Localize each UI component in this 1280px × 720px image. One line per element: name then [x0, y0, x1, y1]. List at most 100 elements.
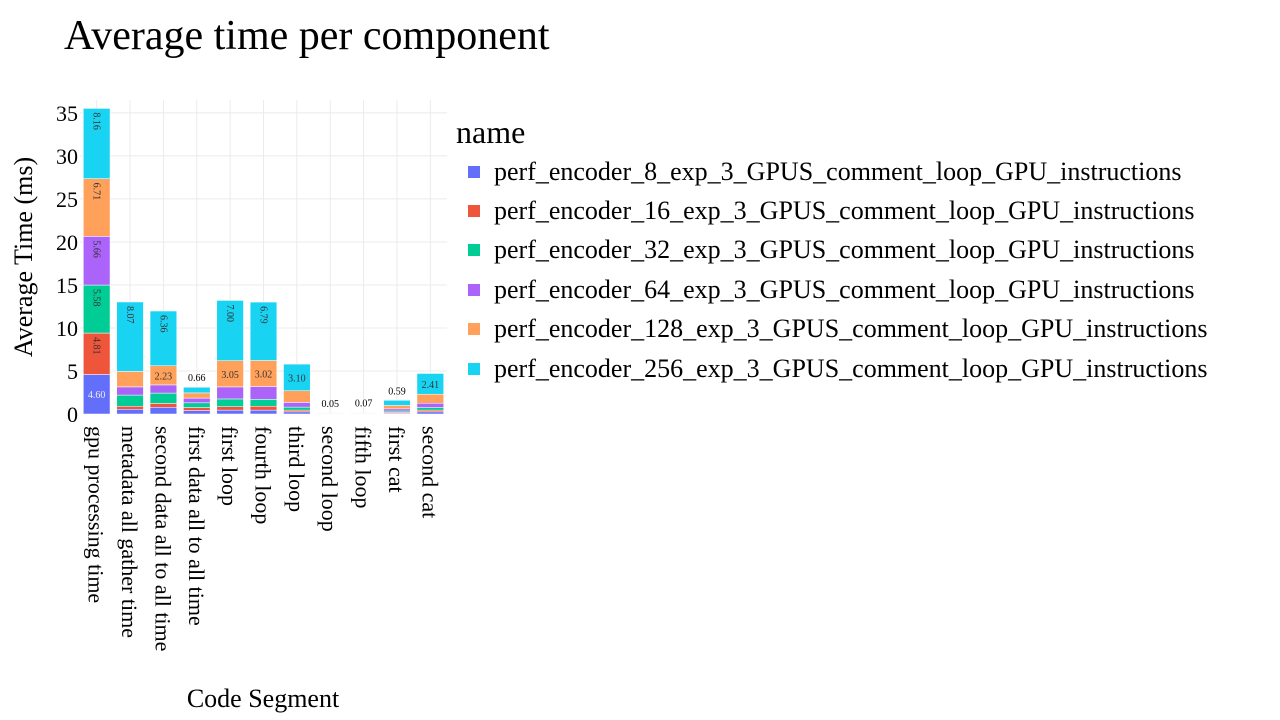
bar-segment[interactable] [283, 402, 311, 408]
bar-segment[interactable] [216, 300, 244, 361]
bar-value-label: 6.79 [258, 306, 269, 324]
bar-segment[interactable] [83, 108, 111, 179]
bar-segment[interactable] [383, 400, 411, 406]
bar-segment[interactable] [149, 403, 178, 408]
bar-value-label: 5.66 [91, 240, 102, 258]
bar-segment[interactable] [83, 178, 111, 237]
bar-value-label: 3.10 [288, 373, 306, 384]
x-tick-label: gpu processing time [84, 426, 109, 603]
bar-segment[interactable] [183, 407, 211, 411]
bar-value-label: 4.60 [88, 390, 106, 401]
legend-item[interactable]: perf_encoder_64_exp_3_GPUS_comment_loop_… [468, 270, 1207, 309]
bar-value-label: 8.16 [91, 112, 102, 130]
legend-swatch [468, 244, 480, 257]
bar-segment[interactable] [183, 392, 211, 399]
x-tick-label: second loop [317, 426, 342, 532]
bar-segment[interactable] [416, 402, 444, 408]
bar-segment[interactable] [116, 301, 144, 372]
bar-segment[interactable] [249, 406, 278, 411]
x-tick-label: first loop [217, 426, 242, 506]
legend-item[interactable]: perf_encoder_128_exp_3_GPUS_comment_loop… [468, 310, 1207, 349]
bar-segment[interactable] [116, 371, 144, 388]
bar-segment[interactable] [249, 386, 278, 400]
bar-segment[interactable] [283, 406, 311, 411]
legend-label: perf_encoder_8_exp_3_GPUS_comment_loop_G… [494, 156, 1182, 186]
bar-segment[interactable] [283, 390, 311, 403]
bar-value-label: 5.58 [91, 289, 102, 307]
bar-segment[interactable] [416, 373, 444, 395]
legend-item[interactable]: perf_encoder_16_exp_3_GPUS_comment_loop_… [468, 191, 1207, 230]
legend-title: name [456, 114, 526, 150]
legend-label: perf_encoder_128_exp_3_GPUS_comment_loop… [494, 314, 1208, 344]
legend-item[interactable]: perf_encoder_256_exp_3_GPUS_comment_loop… [468, 349, 1207, 388]
bar-segment[interactable] [149, 392, 178, 404]
bar-segment[interactable] [83, 374, 111, 415]
x-tick-label: first cat [384, 426, 409, 493]
bar-value-label: 2.23 [155, 371, 173, 382]
x-axis-title: Code Segment [187, 684, 340, 713]
bar-segment[interactable] [283, 409, 311, 413]
bar-segment[interactable] [149, 384, 178, 394]
x-tick-label: fourth loop [251, 426, 276, 524]
bar-segment[interactable] [249, 301, 278, 361]
bar-value-label: 4.81 [91, 337, 102, 355]
bar-value-label: 0.07 [355, 399, 373, 410]
bar-value-label: 0.59 [388, 386, 406, 397]
legend-items: perf_encoder_8_exp_3_GPUS_comment_loop_G… [456, 152, 1207, 388]
bar-segment[interactable] [216, 360, 244, 388]
legend-item[interactable]: perf_encoder_32_exp_3_GPUS_comment_loop_… [468, 231, 1207, 270]
legend-swatch [468, 165, 480, 178]
bar-segment[interactable] [149, 310, 178, 366]
bar-segment[interactable] [116, 394, 144, 407]
x-tick-label: fifth loop [351, 426, 376, 509]
bar-value-label: 0.66 [188, 373, 206, 384]
y-tick-label: 15 [56, 273, 78, 298]
axes: 0 5 10 15 20 25 30 35 gpu processing time metadat… [56, 101, 442, 652]
legend-item[interactable]: perf_encoder_8_exp_3_GPUS_comment_loop_G… [468, 152, 1207, 191]
y-axis-title: Average Time (ms) [9, 157, 38, 357]
bar-segment[interactable] [116, 406, 144, 410]
bar-segment[interactable] [216, 406, 244, 411]
x-tick-label: metadata all gather time [117, 426, 142, 638]
bar-segment[interactable] [149, 407, 178, 415]
bar-segment[interactable] [183, 397, 211, 404]
y-tick-label: 20 [56, 230, 78, 255]
bar-segment[interactable] [249, 409, 278, 415]
bar-value-label: 8.07 [124, 306, 135, 324]
bar-segment[interactable] [383, 405, 411, 410]
bar-segment[interactable] [216, 398, 244, 407]
legend-swatch [468, 283, 480, 296]
bar-segment[interactable] [216, 386, 244, 400]
bar-segment[interactable] [283, 411, 311, 415]
bar-segment[interactable] [183, 386, 211, 394]
bar-segment[interactable] [249, 399, 278, 407]
legend-label: perf_encoder_16_exp_3_GPUS_comment_loop_… [494, 196, 1195, 226]
bar-segment[interactable] [116, 409, 144, 415]
bar-segment[interactable] [116, 386, 144, 396]
legend-swatch [468, 323, 480, 336]
x-tick-label: second cat [417, 426, 442, 518]
chart-title: Average time per component [64, 13, 550, 59]
bar-segment[interactable] [183, 402, 211, 408]
y-tick-label: 35 [56, 101, 78, 126]
bar-segment[interactable] [416, 409, 444, 413]
legend-swatch [468, 205, 480, 218]
bar-segment[interactable] [383, 408, 411, 412]
bar-value-label: 3.02 [255, 369, 273, 380]
bar-segment[interactable] [416, 393, 444, 404]
bar-segment[interactable] [349, 412, 378, 414]
bar-segment[interactable] [283, 363, 311, 392]
legend-swatch [468, 362, 480, 375]
y-tick-label: 5 [67, 359, 78, 384]
bar-value-label: 7.00 [224, 304, 235, 322]
legend-label: perf_encoder_256_exp_3_GPUS_comment_loop… [494, 353, 1208, 383]
bar-segment[interactable] [416, 411, 444, 415]
x-tick-label: second data all to all time [150, 426, 175, 651]
bar-segment[interactable] [83, 332, 111, 375]
bar-segment[interactable] [216, 409, 244, 415]
bar-segment[interactable] [416, 407, 444, 411]
bar-segment[interactable] [183, 410, 211, 415]
y-tick-label: 0 [67, 402, 78, 427]
bar-segment[interactable] [316, 412, 344, 414]
